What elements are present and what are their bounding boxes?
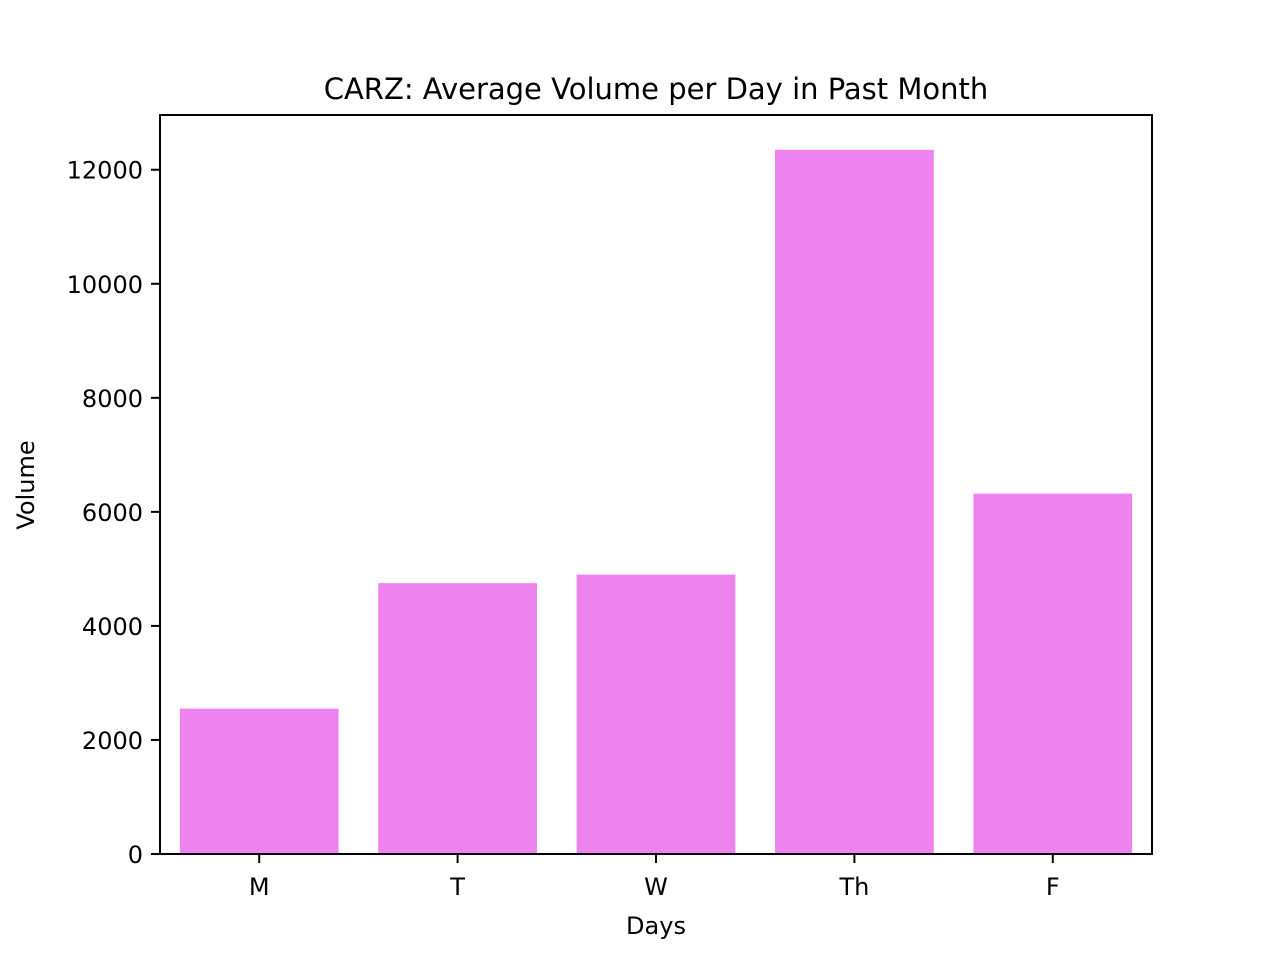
bar-m <box>179 708 339 854</box>
bars-layer <box>179 149 1133 854</box>
x-tick-label: F <box>1046 873 1060 901</box>
plot-frame <box>159 114 1153 855</box>
y-tick-label: 10000 <box>67 271 143 299</box>
y-tick-label: 6000 <box>82 499 143 527</box>
x-axis-label: Days <box>626 912 686 940</box>
bar-w <box>576 574 736 854</box>
bar-t <box>378 583 537 854</box>
x-tick-label: W <box>644 873 668 901</box>
x-tick-label: M <box>249 873 270 901</box>
y-tick-label: 2000 <box>82 727 143 755</box>
chart-title: CARZ: Average Volume per Day in Past Mon… <box>324 72 989 106</box>
y-axis-label: Volume <box>12 440 40 529</box>
y-tick-label: 12000 <box>67 157 143 185</box>
y-tick-label: 0 <box>128 841 143 869</box>
x-tick-label: T <box>449 873 465 901</box>
x-tick-label: Th <box>838 873 869 901</box>
x-axis-ticks: M T W Th F <box>249 854 1060 901</box>
y-tick-label: 4000 <box>82 613 143 641</box>
bar-th <box>775 149 934 854</box>
y-tick-label: 8000 <box>82 385 143 413</box>
bar-f <box>973 493 1133 854</box>
y-axis-ticks: 0 2000 4000 6000 8000 10000 12000 <box>67 157 160 869</box>
